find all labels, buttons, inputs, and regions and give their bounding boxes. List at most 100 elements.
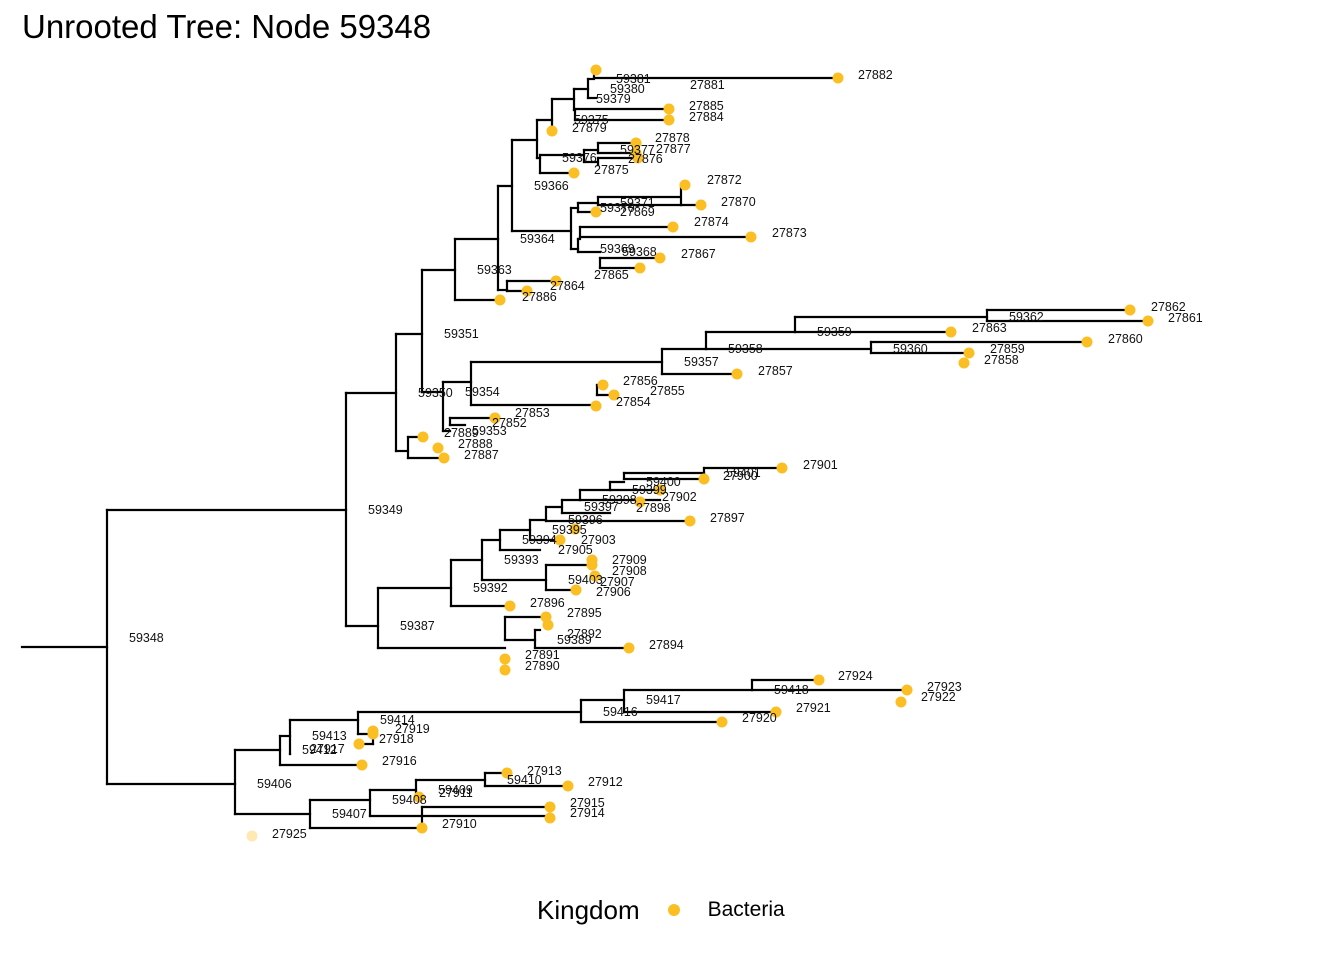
tip-point <box>963 347 975 359</box>
tip-point <box>663 103 675 115</box>
tip-label: 27861 <box>1168 311 1203 325</box>
tip-point <box>716 716 728 728</box>
internal-node-label: 59413 <box>312 729 347 743</box>
tip-point <box>554 534 566 546</box>
tip-point <box>590 400 602 412</box>
tree-edges <box>20 68 1150 830</box>
internal-node-label: 59398 <box>602 493 637 507</box>
tip-label: 27911 <box>439 786 473 800</box>
tip-point <box>597 379 609 391</box>
internal-node-label: 59354 <box>465 385 500 399</box>
tip-point <box>521 285 533 297</box>
tip-label: 27858 <box>984 353 1019 367</box>
internal-node-label: 59412 <box>302 743 337 757</box>
tip-label: 27917 <box>310 742 345 756</box>
legend-bacteria-label: Bacteria <box>707 898 785 921</box>
internal-node-label: 59410 <box>507 773 542 787</box>
tip-point <box>663 114 675 126</box>
tip-point <box>958 357 970 369</box>
tip-label: 27897 <box>710 511 745 525</box>
tip-label: 27912 <box>588 775 623 789</box>
tip-label: 27908 <box>612 564 647 578</box>
tip-label: 27903 <box>581 533 616 547</box>
internal-node-label: 59379 <box>596 92 631 106</box>
tip-point <box>813 674 825 686</box>
tip-label: 27852 <box>492 416 527 430</box>
internal-node-label: 59369 <box>600 242 635 256</box>
tip-point <box>679 179 691 191</box>
internal-node-label: 59358 <box>728 342 763 356</box>
tip-point <box>489 412 501 424</box>
internal-node-label: 59362 <box>1009 310 1044 324</box>
tip-label: 27882 <box>858 68 893 82</box>
tip-point <box>590 206 602 218</box>
tip-label: 27894 <box>649 638 684 652</box>
tip-point <box>586 559 598 571</box>
tip-label: 27921 <box>796 701 831 715</box>
tip-label: 27889 <box>444 426 479 440</box>
internal-node-label: 59349 <box>368 503 403 517</box>
tip-point <box>654 252 666 264</box>
tip-point <box>569 523 581 535</box>
tip-point <box>550 275 562 287</box>
tip-label: 27915 <box>570 796 605 810</box>
internal-node-label: 59395 <box>552 523 587 537</box>
tip-point <box>945 326 957 338</box>
chart-title: Unrooted Tree: Node 59348 <box>22 8 432 45</box>
tip-point <box>417 431 429 443</box>
legend: Kingdom Bacteria <box>537 890 785 930</box>
tip-point <box>632 152 644 164</box>
tip-label: 27869 <box>620 205 655 219</box>
tip-point <box>654 484 666 496</box>
tip-label: 27860 <box>1108 332 1143 346</box>
internal-node-label: 59368 <box>622 245 657 259</box>
tip-label: 27913 <box>527 764 562 778</box>
tip-label: 27881 <box>690 78 725 92</box>
tip-point <box>544 801 556 813</box>
internal-node-label: 59397 <box>584 500 619 514</box>
phylogenetic-tree: 59348 59349 59350 59351 59363 59364 59366 59375… <box>20 64 1203 842</box>
tip-point <box>546 125 558 137</box>
tip-label: 27857 <box>758 364 793 378</box>
internal-node-label: 59370 <box>600 201 635 215</box>
tip-label: 27887 <box>464 448 499 462</box>
internal-node-label: 59399 <box>632 483 667 497</box>
tip-label: 27873 <box>772 226 807 240</box>
tip-label: 27886 <box>522 290 557 304</box>
internal-node-label: 59377 <box>620 143 655 157</box>
internal-node-label: 59408 <box>392 793 427 807</box>
internal-node-label: 59366 <box>534 179 569 193</box>
tip-point <box>590 64 602 76</box>
internal-node-label: 59364 <box>520 232 555 246</box>
internal-node-label: 59417 <box>646 693 681 707</box>
tip-label: 27874 <box>694 215 729 229</box>
tip-point <box>367 728 379 740</box>
tip-label: 27884 <box>689 110 724 124</box>
internal-node-label: 59401 <box>726 466 761 480</box>
tip-label: 27907 <box>600 575 635 589</box>
internal-node-label: 59375 <box>574 113 609 127</box>
internal-node-label: 59396 <box>568 513 603 527</box>
tip-point <box>667 221 679 233</box>
internal-node-label: 59376 <box>562 151 597 165</box>
tip-point <box>504 600 516 612</box>
tip-label: 27902 <box>662 490 697 504</box>
tip-point <box>608 389 620 401</box>
tip-point <box>634 262 646 274</box>
internal-node-label: 59359 <box>817 325 852 339</box>
tip-label: 27923 <box>927 680 962 694</box>
internal-node-label: 59389 <box>557 633 592 647</box>
internal-node-label: 59381 <box>616 72 651 86</box>
internal-node-label: 59351 <box>444 327 479 341</box>
internal-node-label: 59357 <box>684 355 719 369</box>
tip-point <box>499 653 511 665</box>
internal-node-label: 59416 <box>603 705 638 719</box>
internal-node-label: 59387 <box>400 619 435 633</box>
tip-label: 27865 <box>594 268 629 282</box>
internal-node-label: 59360 <box>893 342 928 356</box>
tip-point <box>589 570 601 582</box>
tip-point <box>246 830 258 842</box>
internal-node-label: 59350 <box>418 386 453 400</box>
tip-label: 27879 <box>572 121 607 135</box>
tip-point <box>695 199 707 211</box>
